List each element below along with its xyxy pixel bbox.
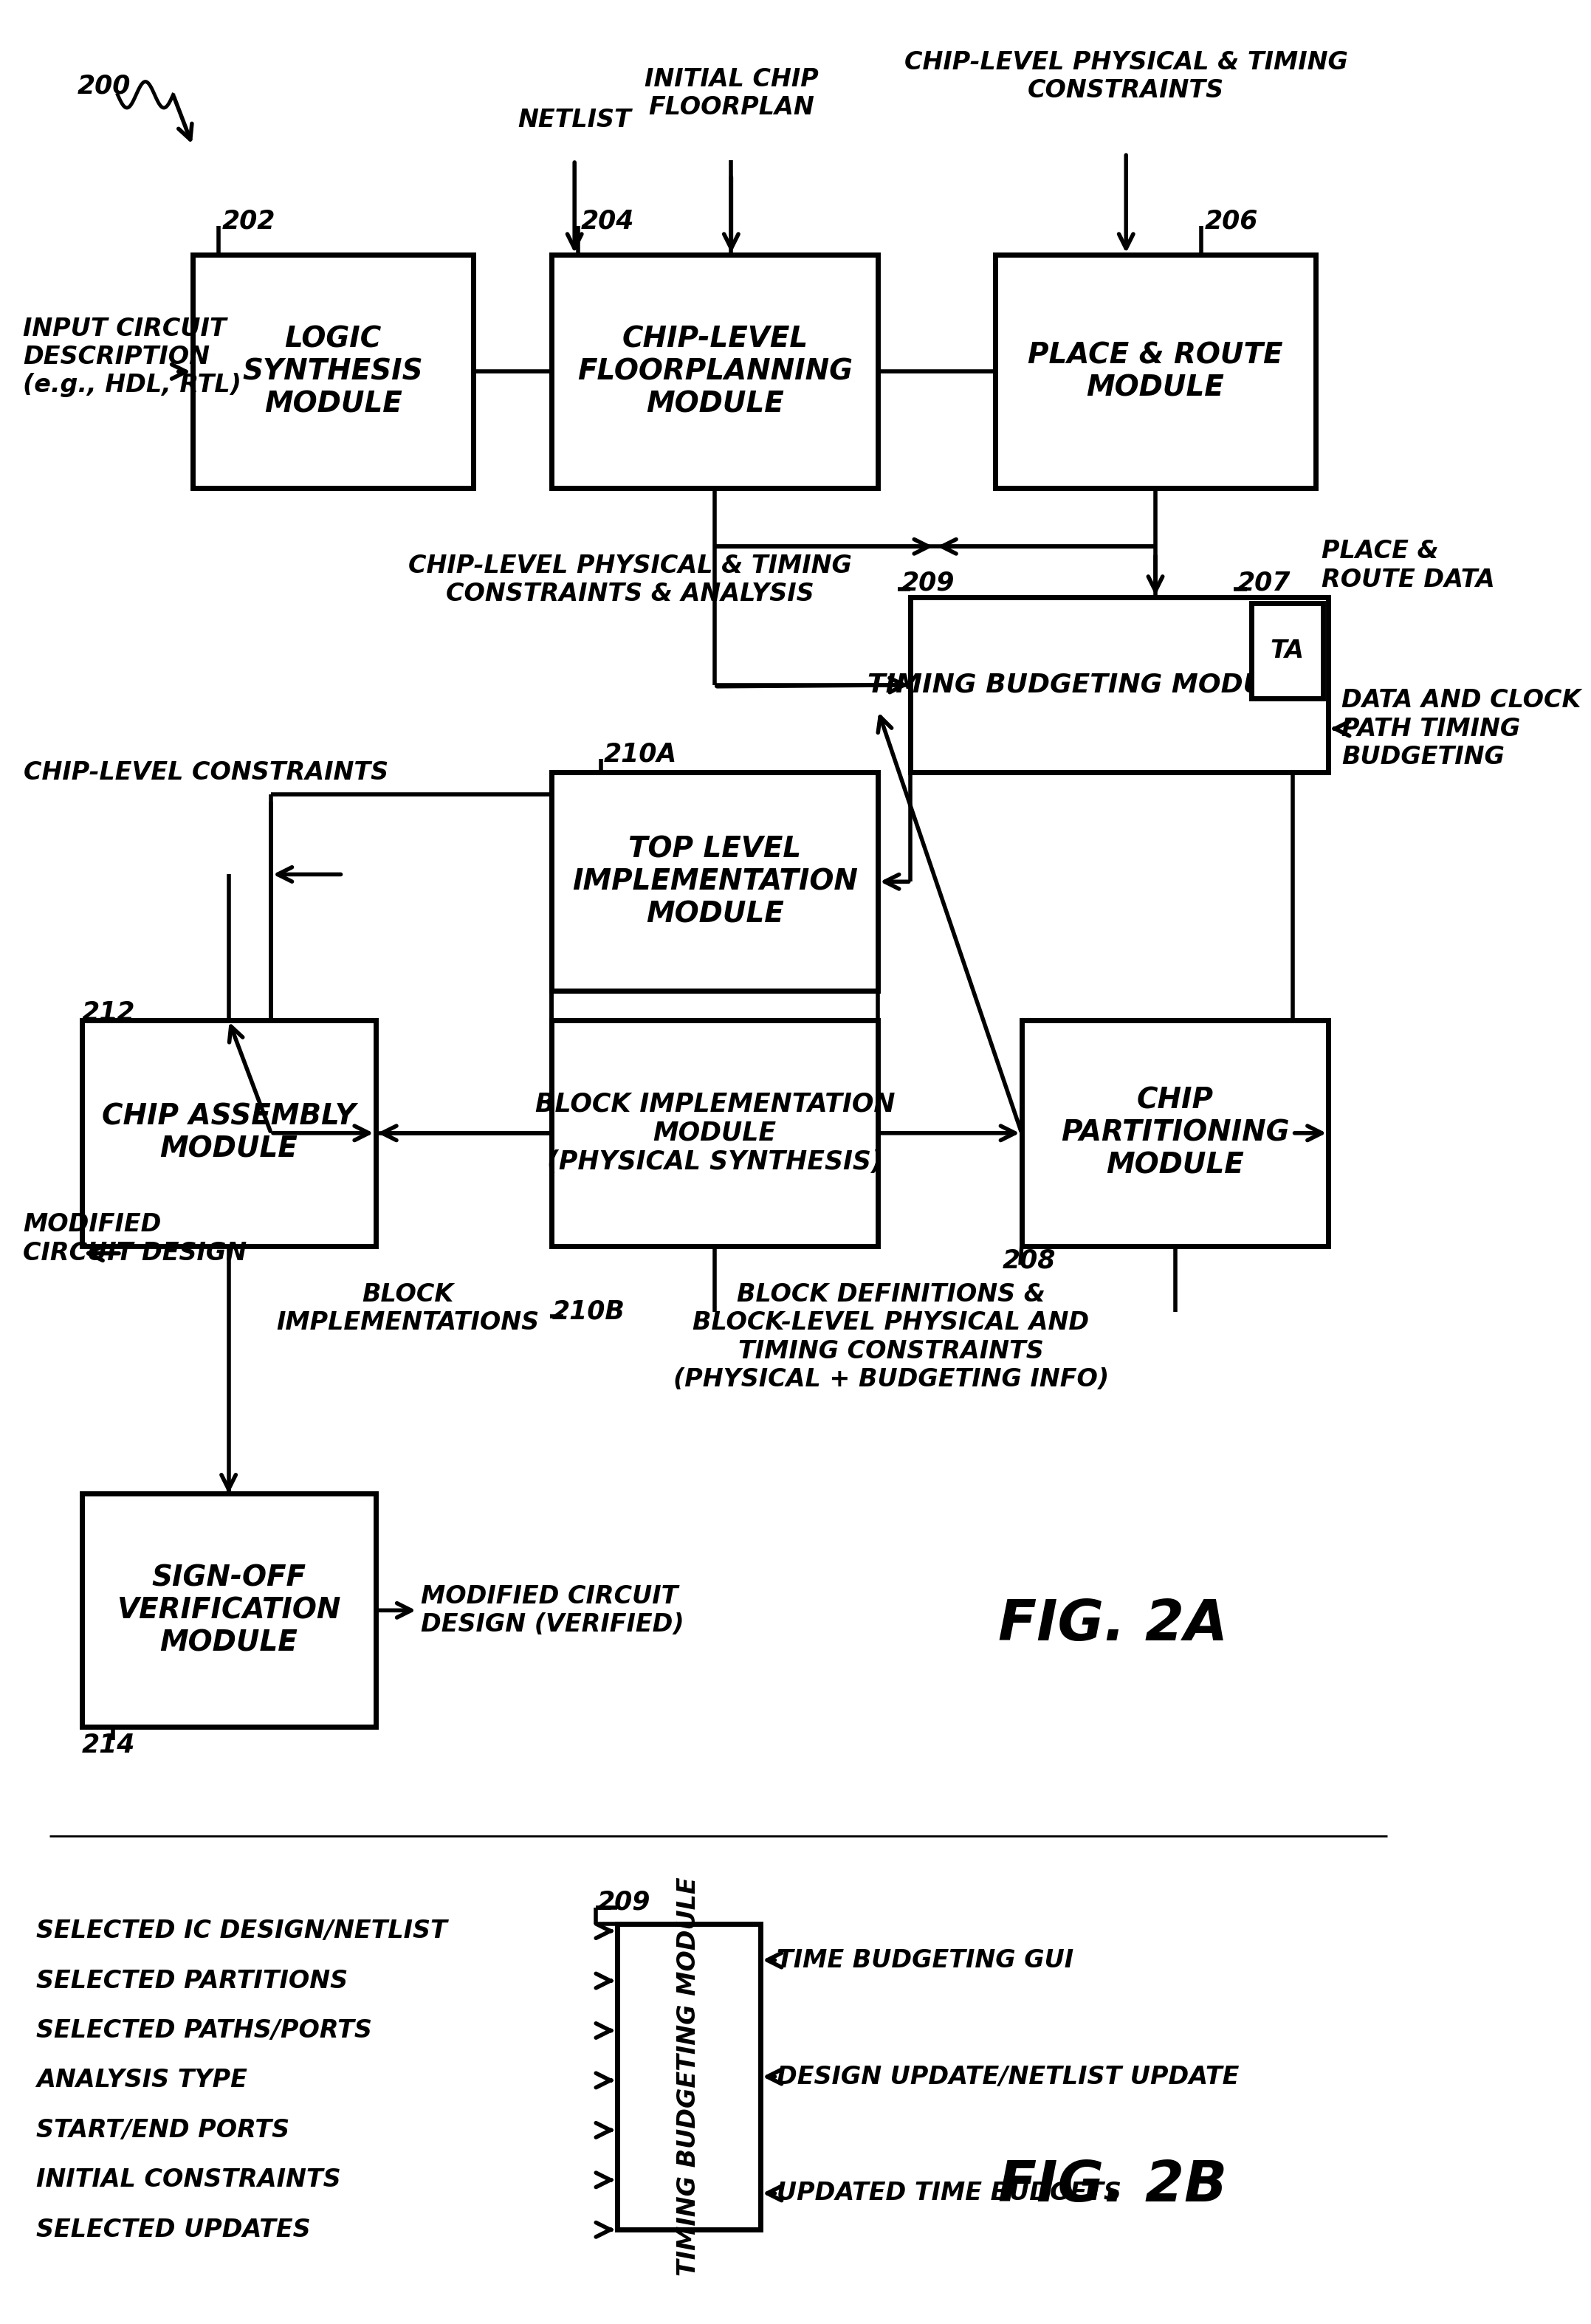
Text: INITIAL CHIP
FLOORPLAN: INITIAL CHIP FLOORPLAN <box>644 67 818 119</box>
Bar <box>1021 1020 1328 1246</box>
Text: INPUT CIRCUIT
DESCRIPTION
(e.g., HDL, RTL): INPUT CIRCUIT DESCRIPTION (e.g., HDL, RT… <box>22 316 242 397</box>
Text: LOGIC
SYNTHESIS
MODULE: LOGIC SYNTHESIS MODULE <box>243 325 423 418</box>
Bar <box>81 1020 375 1246</box>
Text: 210B: 210B <box>552 1299 625 1325</box>
Text: 208: 208 <box>1002 1248 1055 1274</box>
Bar <box>996 256 1316 488</box>
Text: 209: 209 <box>597 1889 651 1915</box>
Text: TA: TA <box>1270 639 1305 662</box>
Text: BLOCK
IMPLEMENTATIONS: BLOCK IMPLEMENTATIONS <box>277 1283 539 1334</box>
Text: 204: 204 <box>581 209 635 232</box>
Text: 214: 214 <box>81 1734 135 1757</box>
Text: SELECTED PARTITIONS: SELECTED PARTITIONS <box>37 1968 348 1994</box>
Bar <box>552 1020 878 1246</box>
Text: 206: 206 <box>1204 209 1258 232</box>
Text: 210A: 210A <box>605 741 678 767</box>
Text: CHIP
PARTITIONING
MODULE: CHIP PARTITIONING MODULE <box>1061 1088 1289 1181</box>
Text: ANALYSIS TYPE: ANALYSIS TYPE <box>37 2068 247 2092</box>
Text: PLACE &
ROUTE DATA: PLACE & ROUTE DATA <box>1322 539 1496 593</box>
Text: TIMING BUDGETING MODULE: TIMING BUDGETING MODULE <box>867 672 1300 697</box>
Text: 202: 202 <box>223 209 275 232</box>
Text: DATA AND CLOCK
PATH TIMING
BUDGETING: DATA AND CLOCK PATH TIMING BUDGETING <box>1341 688 1581 769</box>
Text: UPDATED TIME BUDGETS: UPDATED TIME BUDGETS <box>776 2182 1122 2205</box>
Text: BLOCK IMPLEMENTATION
MODULE
(PHYSICAL SYNTHESIS): BLOCK IMPLEMENTATION MODULE (PHYSICAL SY… <box>535 1092 894 1174</box>
Text: CHIP-LEVEL
FLOORPLANNING
MODULE: CHIP-LEVEL FLOORPLANNING MODULE <box>578 325 853 418</box>
Text: 209: 209 <box>901 569 955 595</box>
Text: 212: 212 <box>81 999 135 1025</box>
Text: SELECTED UPDATES: SELECTED UPDATES <box>37 2217 310 2243</box>
Bar <box>193 256 474 488</box>
Text: START/END PORTS: START/END PORTS <box>37 2117 290 2143</box>
Text: SIGN-OFF
VERIFICATION
MODULE: SIGN-OFF VERIFICATION MODULE <box>116 1564 340 1657</box>
Text: TOP LEVEL
IMPLEMENTATION
MODULE: TOP LEVEL IMPLEMENTATION MODULE <box>573 834 858 927</box>
Text: MODIFIED
CIRCUIT DESIGN: MODIFIED CIRCUIT DESIGN <box>22 1213 247 1264</box>
Text: INITIAL CONSTRAINTS: INITIAL CONSTRAINTS <box>37 2168 340 2192</box>
Text: NETLIST: NETLIST <box>517 107 632 132</box>
Bar <box>81 1494 375 1727</box>
Text: CHIP-LEVEL PHYSICAL & TIMING
CONSTRAINTS: CHIP-LEVEL PHYSICAL & TIMING CONSTRAINTS <box>904 51 1348 102</box>
Bar <box>1252 604 1324 697</box>
Text: MODIFIED CIRCUIT
DESIGN (VERIFIED): MODIFIED CIRCUIT DESIGN (VERIFIED) <box>422 1585 684 1636</box>
Text: TIME BUDGETING GUI: TIME BUDGETING GUI <box>776 1948 1074 1973</box>
Bar <box>552 256 878 488</box>
Text: CHIP ASSEMBLY
MODULE: CHIP ASSEMBLY MODULE <box>102 1104 355 1164</box>
Text: FIG. 2A: FIG. 2A <box>998 1597 1228 1652</box>
Text: 200: 200 <box>78 74 130 98</box>
Text: TIMING BUDGETING MODULE: TIMING BUDGETING MODULE <box>676 1878 702 2275</box>
Text: CHIP-LEVEL PHYSICAL & TIMING
CONSTRAINTS & ANALYSIS: CHIP-LEVEL PHYSICAL & TIMING CONSTRAINTS… <box>409 553 851 607</box>
Text: SELECTED IC DESIGN/NETLIST: SELECTED IC DESIGN/NETLIST <box>37 1920 447 1943</box>
Text: DESIGN UPDATE/NETLIST UPDATE: DESIGN UPDATE/NETLIST UPDATE <box>776 2064 1239 2089</box>
Text: FIG. 2B: FIG. 2B <box>999 2159 1228 2212</box>
Text: 207: 207 <box>1238 569 1290 595</box>
Bar <box>617 1924 760 2229</box>
Bar <box>552 772 878 990</box>
Text: CHIP-LEVEL CONSTRAINTS: CHIP-LEVEL CONSTRAINTS <box>24 760 388 786</box>
Text: SELECTED PATHS/PORTS: SELECTED PATHS/PORTS <box>37 2017 372 2043</box>
Bar <box>910 597 1328 772</box>
Text: PLACE & ROUTE
MODULE: PLACE & ROUTE MODULE <box>1028 342 1282 402</box>
Text: BLOCK DEFINITIONS &
BLOCK-LEVEL PHYSICAL AND
TIMING CONSTRAINTS
(PHYSICAL + BUDG: BLOCK DEFINITIONS & BLOCK-LEVEL PHYSICAL… <box>673 1283 1109 1392</box>
